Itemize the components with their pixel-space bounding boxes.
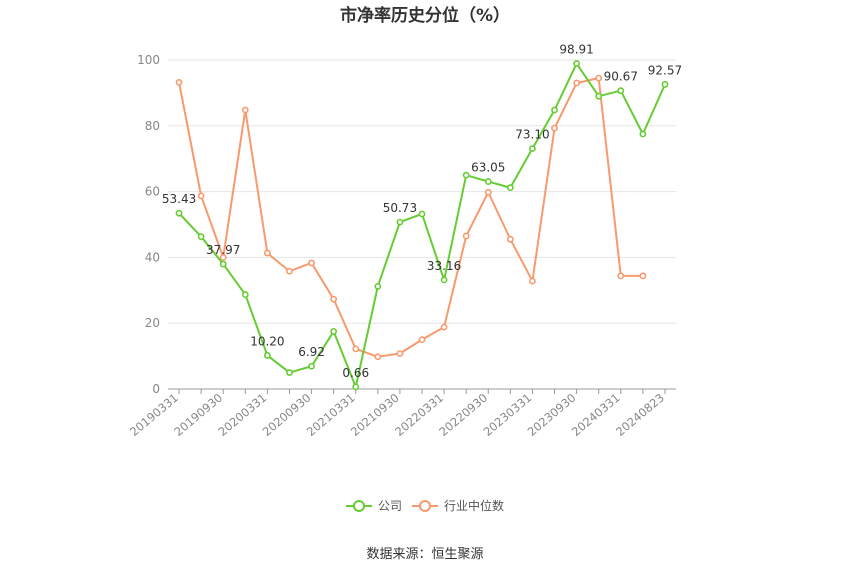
data-point-industry	[595, 74, 603, 82]
legend-label-industry: 行业中位数	[444, 498, 504, 513]
y-tick-label: 100	[137, 53, 160, 67]
legend-label-company: 公司	[378, 499, 402, 513]
data-point-company	[506, 184, 514, 192]
data-point-industry	[175, 78, 183, 86]
data-point-industry	[529, 277, 536, 285]
data-label: 92.57	[648, 63, 682, 77]
y-tick-label: 20	[145, 316, 160, 330]
data-point-company	[639, 130, 647, 138]
data-point-industry	[551, 124, 558, 132]
data-point-company	[462, 171, 470, 179]
data-point-company	[573, 60, 581, 67]
data-point-company	[175, 209, 183, 217]
y-tick-label: 80	[145, 119, 160, 133]
data-label: 98.91	[559, 43, 593, 57]
data-point-company	[352, 383, 360, 391]
data-point-company	[418, 210, 426, 218]
data-point-industry	[440, 323, 448, 331]
data-point-industry	[330, 295, 338, 303]
data-point-company	[529, 145, 536, 152]
data-point-company	[595, 92, 603, 100]
y-tick-label: 60	[145, 185, 160, 199]
label-layer: 53.43 37.97 10.20 6.92 0.66 50.73 33.16 63.05 73…	[162, 43, 682, 380]
data-point-industry	[396, 350, 404, 357]
x-tick-label: 20210331	[304, 391, 358, 439]
data-point-industry	[573, 79, 581, 87]
data-point-industry	[462, 232, 470, 240]
data-point-industry	[484, 188, 492, 196]
data-point-company	[374, 282, 382, 290]
x-tick-label: 20200331	[215, 391, 269, 439]
data-point-industry	[241, 106, 249, 114]
data-label: 37.97	[206, 243, 240, 257]
data-label: 53.43	[162, 192, 196, 206]
x-tick-label: 20230930	[525, 391, 579, 439]
x-tick-label: 20210930	[348, 391, 402, 439]
legend-marker-industry	[419, 500, 431, 512]
data-point-company	[440, 276, 448, 284]
x-tick-label: 20230331	[481, 391, 535, 439]
legend-marker-company	[353, 500, 365, 512]
data-point-company	[263, 352, 271, 359]
data-point-company	[286, 369, 293, 376]
data-point-company	[484, 178, 492, 185]
data-label: 90.67	[604, 70, 638, 84]
data-point-company	[661, 81, 669, 88]
data-point-industry	[374, 353, 382, 361]
data-point-company	[241, 291, 249, 298]
data-point-industry	[418, 336, 426, 344]
x-tick-label: 20220331	[392, 391, 446, 439]
x-tick-label: 20240331	[569, 391, 623, 439]
data-label: 10.20	[250, 334, 284, 348]
data-point-company	[219, 260, 227, 268]
data-point-industry	[219, 253, 227, 261]
grid-layer	[168, 59, 676, 324]
data-label: 0.66	[342, 366, 369, 380]
x-tick-label: 20220930	[436, 391, 490, 439]
data-point-industry	[286, 267, 293, 275]
legend-item-industry[interactable]: 行业中位数	[412, 498, 504, 513]
data-point-company	[551, 106, 558, 114]
y-tick-label: 40	[145, 250, 160, 264]
data-label: 6.92	[298, 345, 325, 359]
data-point-industry	[617, 272, 625, 280]
data-point-company	[197, 233, 205, 241]
series-layer	[175, 60, 669, 391]
data-point-industry	[197, 192, 205, 200]
legend[interactable]: 公司 行业中位数	[346, 498, 504, 513]
data-label: 50.73	[383, 201, 417, 215]
data-point-industry	[352, 345, 360, 353]
x-tick-label: 20190930	[171, 391, 225, 439]
data-point-company	[396, 218, 404, 226]
data-label: 63.05	[471, 161, 505, 175]
data-point-industry	[308, 259, 315, 267]
series-line-industry	[178, 77, 643, 358]
x-tick-label: 20240823	[613, 391, 667, 439]
x-tick-label: 20200930	[260, 391, 314, 439]
data-point-company	[617, 87, 625, 95]
legend-item-company[interactable]: 公司	[346, 499, 402, 513]
y-tick-label: 0	[152, 382, 160, 396]
chart-title: 市净率历史分位（%）	[340, 5, 510, 26]
data-label: 33.16	[427, 259, 461, 273]
x-tick-label: 20190331	[127, 391, 181, 439]
data-source-note: 数据来源：恒生聚源	[366, 547, 483, 562]
data-point-industry	[639, 272, 647, 280]
data-point-industry	[263, 249, 271, 257]
data-point-company	[330, 328, 338, 335]
data-point-industry	[506, 235, 514, 243]
data-point-company	[308, 362, 315, 370]
data-label: 73.10	[515, 128, 549, 142]
